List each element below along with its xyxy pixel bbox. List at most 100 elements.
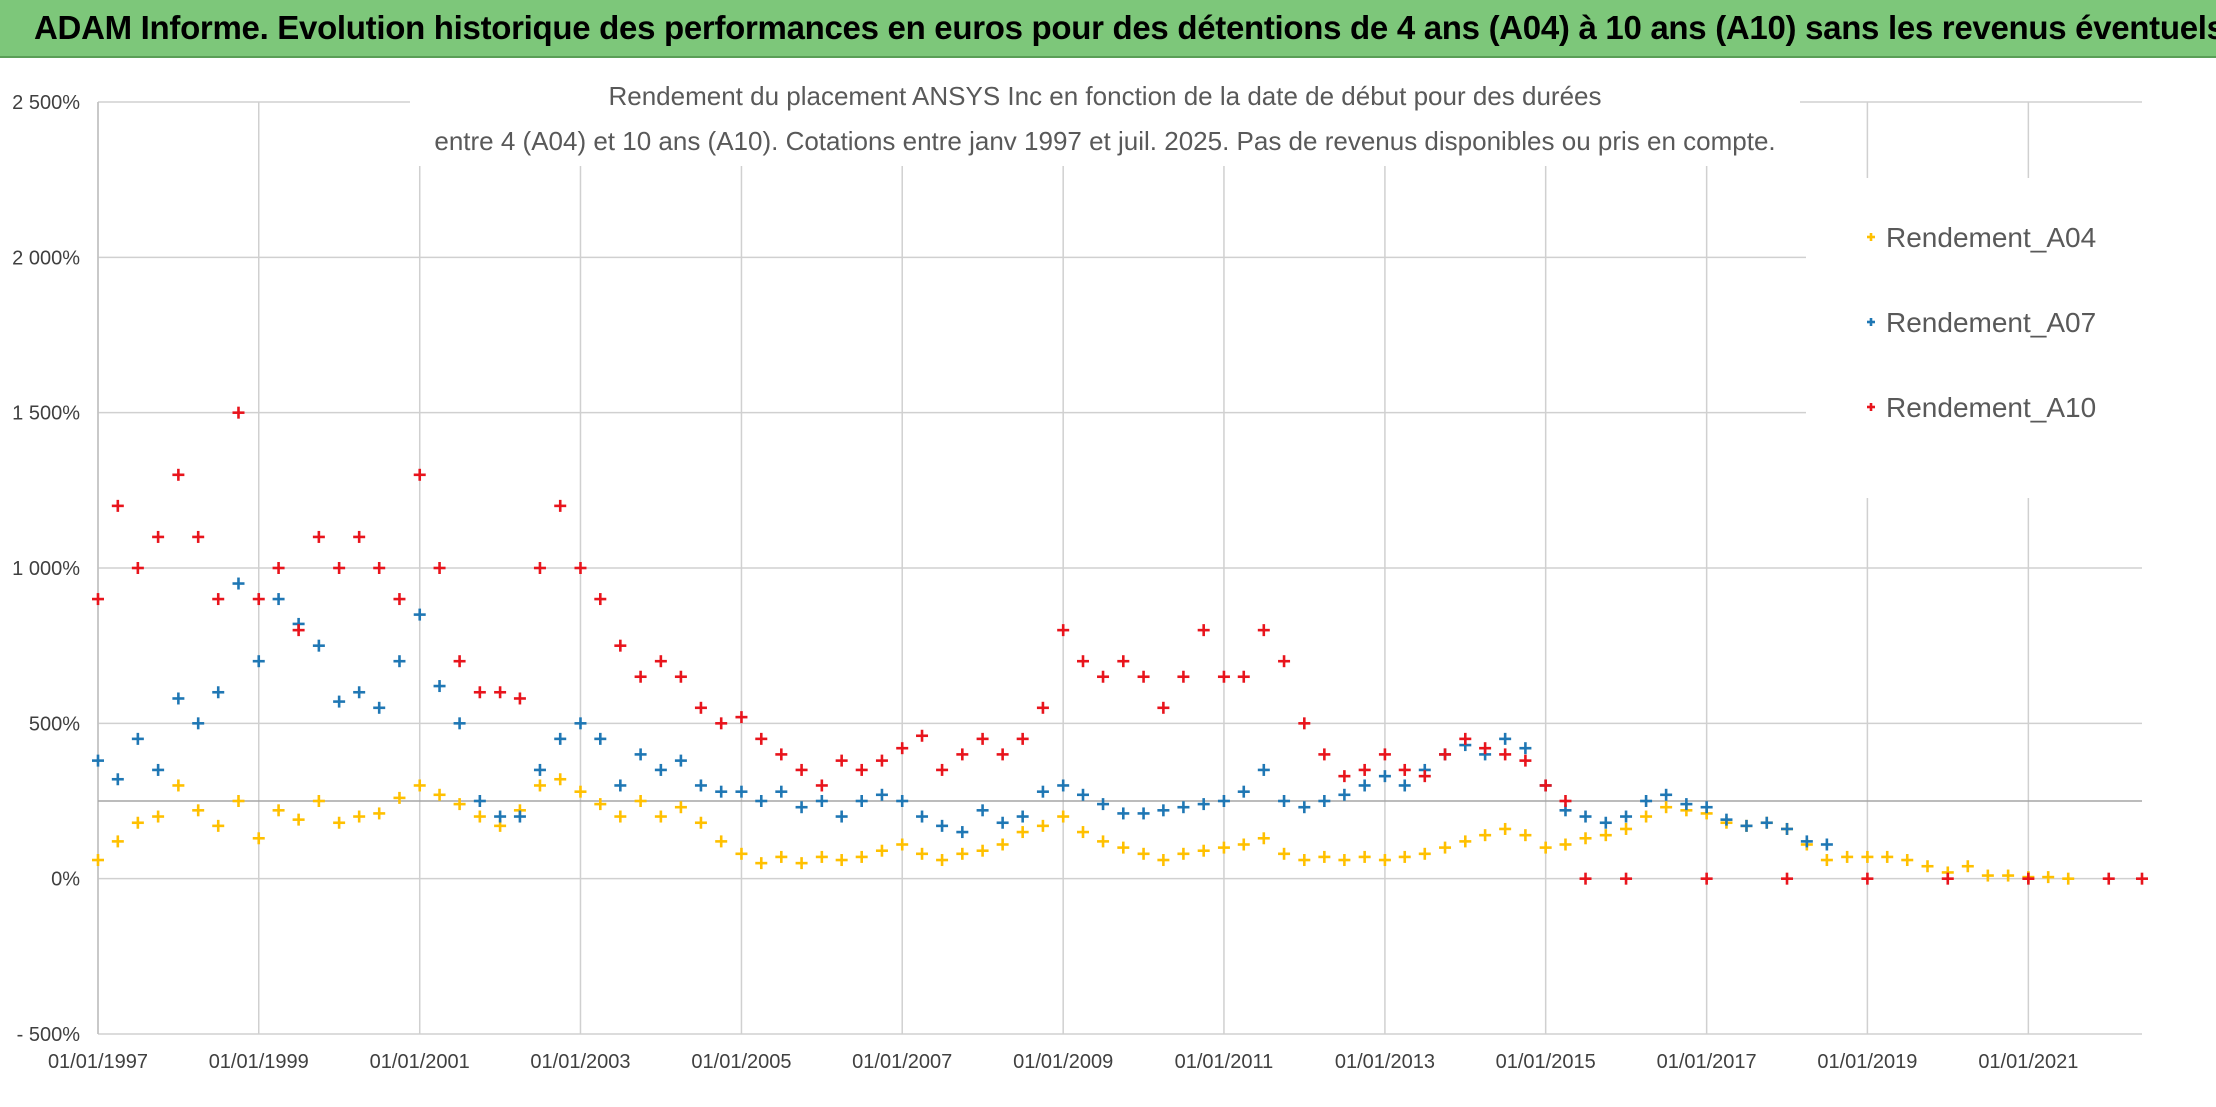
- data-point-a10: [1700, 872, 1713, 885]
- data-point-a07: [494, 810, 507, 823]
- data-point-a07: [795, 801, 808, 814]
- x-tick-label: 01/01/1999: [209, 1051, 309, 1073]
- data-point-a10: [1097, 670, 1110, 683]
- data-point-a04: [976, 844, 989, 857]
- data-point-a10: [473, 686, 486, 699]
- x-tick-label: 01/01/2015: [1496, 1051, 1596, 1073]
- data-point-a07: [654, 763, 667, 776]
- data-point-a07: [111, 773, 124, 786]
- data-point-a04: [896, 838, 909, 851]
- data-point-a04: [996, 838, 1009, 851]
- data-point-a10: [1378, 748, 1391, 761]
- data-point-a07: [1760, 816, 1773, 829]
- data-point-a07: [755, 795, 768, 807]
- x-tick-label: 01/01/1997: [48, 1051, 148, 1073]
- data-point-a10: [212, 593, 225, 606]
- data-point-a04: [936, 854, 949, 867]
- x-tick-label: 01/01/2019: [1817, 1051, 1917, 1073]
- data-point-a04: [694, 816, 707, 829]
- x-tick-label: 01/01/2003: [530, 1051, 630, 1073]
- data-point-a07: [1097, 798, 1110, 811]
- data-point-a10: [1197, 624, 1210, 637]
- data-point-a10: [835, 754, 848, 767]
- data-point-a07: [574, 717, 587, 730]
- data-point-a10: [755, 732, 768, 745]
- data-point-a04: [393, 791, 406, 804]
- data-point-a07: [1519, 742, 1532, 755]
- report-title: ADAM Informe. Evolution historique des p…: [34, 9, 2216, 46]
- data-point-a10: [996, 748, 1009, 761]
- data-point-a07: [1398, 779, 1411, 792]
- data-point-a10: [1237, 670, 1250, 683]
- data-point-a07: [393, 655, 406, 668]
- chart-legend: Rendement_A04 Rendement_A07 Rendement_A10: [1806, 178, 2146, 498]
- data-point-a04: [111, 835, 124, 848]
- data-point-a10: [2022, 872, 2035, 885]
- data-point-a04: [172, 779, 185, 792]
- data-point-a07: [212, 686, 225, 699]
- data-point-a04: [131, 816, 144, 829]
- data-point-a10: [1016, 732, 1029, 745]
- series-a07: [92, 577, 1833, 851]
- data-point-a07: [373, 701, 386, 714]
- data-point-a04: [1921, 860, 1934, 873]
- data-point-a10: [694, 701, 707, 714]
- data-point-a04: [634, 795, 647, 807]
- data-point-a07: [554, 732, 567, 745]
- data-point-a10: [614, 639, 627, 652]
- data-point-a07: [333, 695, 346, 708]
- data-point-a07: [835, 810, 848, 823]
- data-point-a07: [674, 754, 687, 767]
- chart-title-line-2: entre 4 (A04) et 10 ans (A10). Cotations…: [434, 126, 1775, 156]
- data-point-a04: [1117, 841, 1130, 854]
- data-point-a07: [1800, 835, 1813, 848]
- data-point-a07: [413, 608, 426, 621]
- x-axis-tick-labels: 01/01/1997 01/01/1999 01/01/2001 01/01/2003…: [48, 1051, 2078, 1073]
- data-point-a04: [1257, 832, 1270, 845]
- data-point-a07: [976, 804, 989, 817]
- data-point-a04: [1579, 832, 1592, 845]
- data-point-a10: [1177, 670, 1190, 683]
- data-point-a10: [1318, 748, 1331, 761]
- data-point-a07: [715, 785, 728, 798]
- data-point-a04: [674, 801, 687, 814]
- data-point-a07: [1499, 732, 1512, 745]
- data-point-a04: [1057, 810, 1070, 823]
- data-point-a10: [956, 748, 969, 761]
- y-tick-label: 1 500%: [12, 403, 80, 425]
- data-point-a10: [2136, 872, 2148, 885]
- data-point-a04: [533, 779, 546, 792]
- x-tick-label: 01/01/2007: [852, 1051, 952, 1073]
- data-point-a07: [1781, 822, 1794, 835]
- y-tick-label: 0%: [51, 869, 80, 891]
- data-point-a07: [1720, 813, 1733, 826]
- data-point-a04: [1157, 854, 1170, 867]
- data-point-a07: [1177, 801, 1190, 814]
- data-point-a04: [815, 850, 828, 863]
- data-point-a07: [1660, 788, 1673, 801]
- data-point-a04: [473, 810, 486, 823]
- data-point-a04: [1398, 850, 1411, 863]
- legend-label-a04: Rendement_A04: [1886, 222, 2096, 253]
- data-point-a04: [1016, 826, 1029, 839]
- data-point-a04: [353, 810, 366, 823]
- data-point-a04: [775, 850, 788, 863]
- data-point-a04: [2002, 869, 2015, 882]
- x-tick-label: 01/01/2005: [691, 1051, 791, 1073]
- data-point-a07: [1298, 801, 1311, 814]
- data-point-a10: [1117, 655, 1130, 668]
- report-banner: ADAM Informe. Evolution historique des p…: [0, 0, 2216, 58]
- data-point-a04: [252, 832, 265, 845]
- data-point-a04: [1559, 838, 1572, 851]
- data-point-a07: [92, 754, 104, 767]
- data-point-a04: [1640, 810, 1653, 823]
- data-point-a04: [1197, 844, 1210, 857]
- data-point-a04: [92, 854, 104, 867]
- data-point-a07: [1237, 785, 1250, 798]
- data-point-a07: [936, 819, 949, 832]
- series-a10: [92, 406, 2148, 885]
- data-point-a04: [1137, 847, 1150, 860]
- data-point-a10: [533, 562, 546, 574]
- chart-title: Rendement du placement ANSYS Inc en fonc…: [410, 66, 1800, 166]
- data-point-a10: [172, 468, 185, 481]
